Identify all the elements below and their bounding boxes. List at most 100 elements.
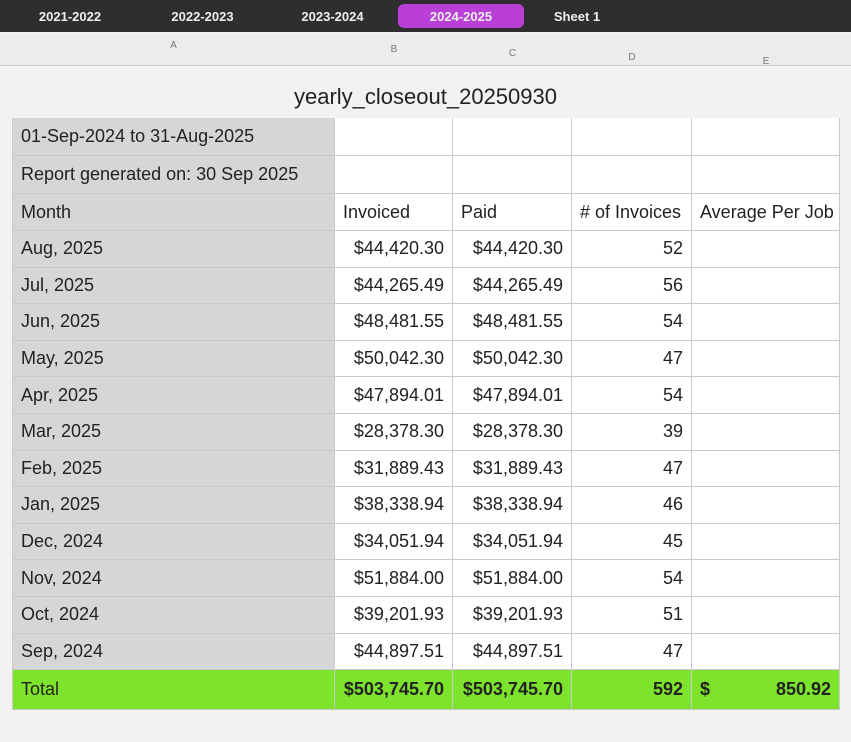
- month-cell: Oct, 2024: [12, 597, 335, 634]
- cell-text: $503,745.70: [343, 679, 444, 700]
- value-cell: $44,897.51: [453, 633, 572, 671]
- table-cell: [692, 156, 840, 194]
- cell-text: 54: [662, 384, 683, 405]
- table-cell: [692, 560, 840, 597]
- cell-text: Paid: [461, 201, 498, 222]
- cell-text: $44,265.49: [472, 274, 563, 295]
- header-cell: Paid: [453, 194, 572, 231]
- column-header-bar: [0, 34, 851, 66]
- value-cell: $44,265.49: [453, 267, 572, 305]
- cell-text: $44,420.30: [353, 238, 444, 259]
- value-cell: 39: [572, 414, 692, 451]
- info-cell: Report generated on: 30 Sep 2025: [12, 156, 335, 194]
- value-cell: $47,894.01: [453, 377, 572, 414]
- value-cell: 46: [572, 487, 692, 524]
- column-letter: A: [170, 40, 177, 51]
- cell-text: $50,042.30: [472, 348, 563, 369]
- sheet-tab[interactable]: 2024-2025: [398, 4, 524, 28]
- month-cell: Mar, 2025: [12, 414, 335, 451]
- value-cell: $48,481.55: [453, 304, 572, 341]
- cell-text: 47: [662, 348, 683, 369]
- value-cell: $31,889.43: [453, 450, 572, 488]
- value-cell: 54: [572, 377, 692, 414]
- cell-text: $28,378.30: [472, 421, 563, 442]
- table-cell: [692, 267, 840, 305]
- table-title: yearly_closeout_20250930: [294, 84, 557, 109]
- value-cell: $51,884.00: [335, 560, 453, 597]
- sheet-tab[interactable]: 2021-2022: [38, 8, 102, 24]
- table-cell: [572, 118, 692, 156]
- cell-text: $34,051.94: [472, 531, 563, 552]
- table-cell: [692, 450, 840, 488]
- table-cell: [692, 231, 840, 268]
- cell-text: $31,889.43: [353, 457, 444, 478]
- cell-text: 01-Sep-2024 to 31-Aug-2025: [21, 126, 255, 146]
- cell-text: $51,884.00: [353, 567, 444, 588]
- cell-text: Jul, 2025: [21, 274, 95, 295]
- value-cell: 52: [572, 231, 692, 268]
- cell-text: $50,042.30: [353, 348, 444, 369]
- table-cell: [572, 156, 692, 194]
- cell-text: 45: [662, 531, 683, 552]
- month-cell: Jul, 2025: [12, 267, 335, 305]
- cell-text: Feb, 2025: [21, 457, 103, 478]
- cell-text: Dec, 2024: [21, 531, 104, 552]
- cell-text: Apr, 2025: [21, 384, 99, 405]
- cell-text: Oct, 2024: [21, 604, 100, 625]
- total-value: $503,745.70: [453, 670, 572, 711]
- cell-text: Nov, 2024: [21, 567, 102, 588]
- cell-text: Sep, 2024: [21, 640, 104, 661]
- value-cell: $28,378.30: [453, 414, 572, 451]
- month-cell: Sep, 2024: [12, 633, 335, 671]
- total-value: 592: [572, 670, 692, 711]
- value-cell: $48,481.55: [335, 304, 453, 341]
- column-letter: D: [628, 52, 636, 63]
- cell-text: 850.92: [775, 679, 831, 700]
- month-cell: May, 2025: [12, 340, 335, 378]
- value-cell: $38,338.94: [335, 487, 453, 524]
- value-cell: $50,042.30: [335, 340, 453, 378]
- table-cell: [692, 414, 840, 451]
- cell-text: 47: [662, 457, 683, 478]
- column-letter: E: [762, 56, 770, 67]
- value-cell: $44,897.51: [335, 633, 453, 671]
- cell-text: May, 2025: [21, 348, 104, 369]
- value-cell: 47: [572, 450, 692, 488]
- info-cell: 01-Sep-2024 to 31-Aug-2025: [12, 118, 335, 156]
- value-cell: 51: [572, 597, 692, 634]
- value-cell: $38,338.94: [453, 487, 572, 524]
- sheet-tab[interactable]: Sheet 1: [553, 8, 601, 24]
- value-cell: 47: [572, 340, 692, 378]
- cell-text: Jun, 2025: [21, 311, 101, 332]
- cell-text: $28,378.30: [353, 421, 444, 442]
- cell-text: $503,745.70: [462, 679, 563, 700]
- column-letter: B: [390, 44, 398, 55]
- total-label: Total: [12, 670, 335, 711]
- cell-text: $47,894.01: [353, 384, 444, 405]
- cell-text: $38,338.94: [472, 494, 563, 515]
- value-cell: 54: [572, 560, 692, 597]
- value-cell: $31,889.43: [335, 450, 453, 488]
- month-cell: Apr, 2025: [12, 377, 335, 414]
- table-cell: [692, 118, 840, 156]
- cell-text: # of Invoices: [580, 201, 682, 222]
- cell-text: 52: [662, 238, 683, 259]
- value-cell: $44,420.30: [335, 231, 453, 268]
- sheet-tab[interactable]: 2022-2023: [171, 8, 234, 24]
- value-cell: $44,420.30: [453, 231, 572, 268]
- cell-text: 46: [662, 494, 683, 515]
- cell-text: $44,897.51: [353, 640, 444, 661]
- cell-text: Jan, 2025: [21, 494, 101, 515]
- value-cell: 56: [572, 267, 692, 305]
- cell-text: $47,894.01: [472, 384, 563, 405]
- month-cell: Nov, 2024: [12, 560, 335, 597]
- month-cell: Jun, 2025: [12, 304, 335, 341]
- sheet-tab[interactable]: 2023-2024: [301, 8, 364, 24]
- cell-text: $38,338.94: [353, 494, 444, 515]
- table-cell: [335, 118, 453, 156]
- cell-text: $44,420.30: [472, 238, 563, 259]
- table-cell: [692, 340, 840, 378]
- column-letter: C: [508, 48, 517, 59]
- total-average: $850.92: [692, 670, 840, 711]
